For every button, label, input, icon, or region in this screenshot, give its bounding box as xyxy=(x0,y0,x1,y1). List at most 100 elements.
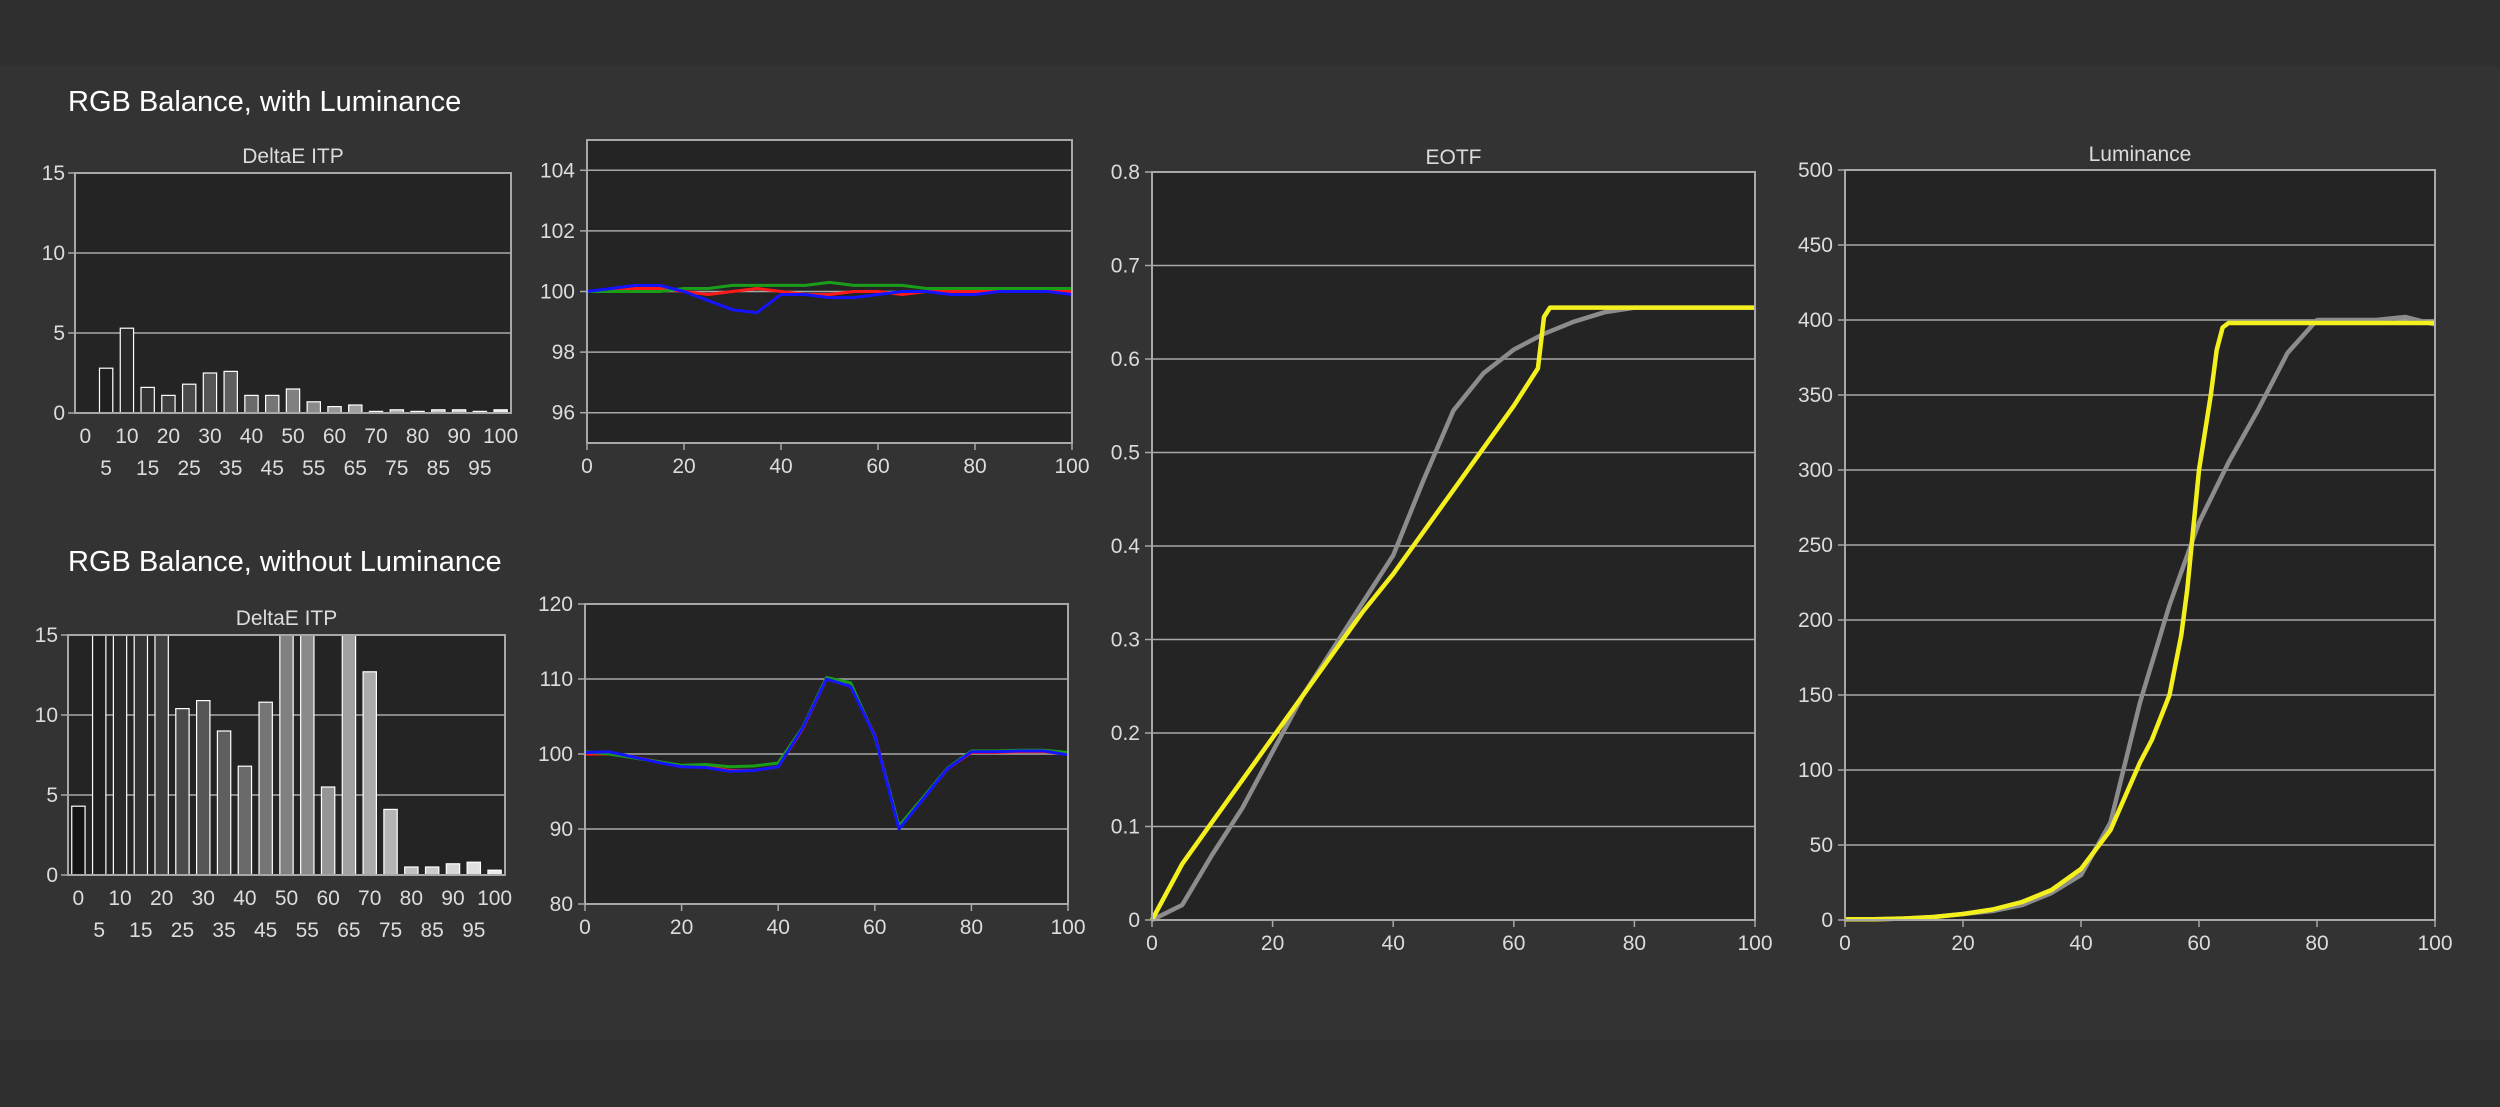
delta-bottom-xtick-label: 20 xyxy=(150,887,173,910)
luminance-ytick-label: 250 xyxy=(1798,534,1833,557)
luminance-ytick-label: 150 xyxy=(1798,684,1833,707)
delta-top-bar xyxy=(119,327,135,414)
luminance-ytick-label: 450 xyxy=(1798,234,1833,257)
delta-bottom-xtick-label: 70 xyxy=(358,887,381,910)
rgb-top-ytick-label: 102 xyxy=(540,220,575,243)
delta-bottom-ytick-label: 0 xyxy=(46,864,58,887)
rgb-top-xtick-label: 20 xyxy=(672,455,695,478)
delta-bottom-xtick-label: 30 xyxy=(192,887,215,910)
luminance-series-yellow xyxy=(1845,320,2435,922)
delta-bottom-bar xyxy=(112,634,128,876)
delta-top-ytick-label: 15 xyxy=(42,162,65,185)
eotf-xtick-label: 100 xyxy=(1737,932,1772,955)
delta-bottom-xtick-label: 95 xyxy=(462,919,485,942)
delta-top-xtick-label: 10 xyxy=(115,425,138,448)
luminance-xtick-label: 40 xyxy=(2069,932,2092,955)
delta-bottom-ytick-label: 15 xyxy=(35,624,58,647)
rgb-top-xtick-label: 100 xyxy=(1054,455,1089,478)
eotf-ytick-label: 0.1 xyxy=(1111,816,1140,839)
rgb-bottom-ytick-label: 120 xyxy=(538,593,573,616)
eotf-ytick-label: 0.8 xyxy=(1111,161,1140,184)
delta-bottom-xtick-label: 15 xyxy=(129,919,152,942)
delta-top-plot-border xyxy=(74,172,512,414)
delta-bottom-bar xyxy=(237,765,253,876)
eotf-xtick-label: 40 xyxy=(1382,932,1405,955)
delta-bottom-xtick-label: 85 xyxy=(420,919,443,942)
delta-bottom-bar xyxy=(424,866,440,876)
delta-top-bar xyxy=(348,404,363,414)
eotf-plot-border xyxy=(1151,171,1756,921)
delta-top-bar xyxy=(264,394,280,414)
delta-bottom-xtick-label: 75 xyxy=(379,919,402,942)
luminance-plot-border xyxy=(1844,169,2436,921)
rgb-top-xtick-label: 80 xyxy=(963,455,986,478)
rgb-top-ytick-label: 100 xyxy=(540,281,575,304)
eotf-xtick-label: 80 xyxy=(1623,932,1646,955)
rgb-bottom-plot-border xyxy=(584,603,1069,905)
delta-bottom-title: DeltaE ITP xyxy=(236,607,338,630)
heading-with-luminance: RGB Balance, with Luminance xyxy=(68,86,462,118)
eotf-series-yellow xyxy=(1150,305,1755,922)
rgb-top-xtick-label: 0 xyxy=(581,455,593,478)
delta-bottom-bar xyxy=(320,786,336,876)
eotf-ytick-label: 0.2 xyxy=(1111,722,1140,745)
delta-bottom-bar xyxy=(154,634,169,876)
rgb-top-ytick-label: 98 xyxy=(552,341,575,364)
luminance-ytick-label: 300 xyxy=(1798,459,1833,482)
delta-bottom-plot-border xyxy=(67,634,506,876)
delta-bottom-bar xyxy=(404,866,419,876)
delta-top-xtick-label: 95 xyxy=(468,457,491,480)
luminance-ytick-label: 400 xyxy=(1798,309,1833,332)
delta-top-ytick-label: 10 xyxy=(42,242,65,265)
rgb-top-ytick-label: 104 xyxy=(540,159,575,182)
eotf-xtick-label: 20 xyxy=(1261,932,1284,955)
heading-without-luminance: RGB Balance, without Luminance xyxy=(68,546,502,578)
luminance-xtick-label: 0 xyxy=(1839,932,1851,955)
delta-top-xtick-label: 45 xyxy=(261,457,284,480)
delta-top-bar xyxy=(306,401,322,414)
delta-top-xtick-label: 100 xyxy=(483,425,518,448)
rgb-bottom-xtick-label: 20 xyxy=(670,916,693,939)
delta-bottom-xtick-label: 80 xyxy=(400,887,423,910)
delta-bottom-ytick-label: 5 xyxy=(46,784,58,807)
delta-top-xtick-label: 0 xyxy=(80,425,92,448)
delta-top-bar xyxy=(98,367,114,414)
delta-bottom-xtick-label: 55 xyxy=(296,919,319,942)
delta-top-ytick-label: 0 xyxy=(53,402,65,425)
delta-top-xtick-label: 75 xyxy=(385,457,408,480)
delta-bottom-bar xyxy=(362,671,377,876)
luminance-xtick-label: 80 xyxy=(2305,932,2328,955)
luminance-title: Luminance xyxy=(2089,143,2192,166)
rgb-top-xtick-label: 60 xyxy=(866,455,889,478)
delta-top-xtick-label: 50 xyxy=(281,425,304,448)
delta-bottom-bar xyxy=(258,701,273,876)
luminance-xtick-label: 100 xyxy=(2417,932,2452,955)
luminance-ytick-label: 200 xyxy=(1798,609,1833,632)
delta-bottom-bar xyxy=(445,863,461,876)
rgb-bottom-xtick-label: 40 xyxy=(767,916,790,939)
delta-bottom-bar xyxy=(71,805,86,876)
rgb-top-plot-border xyxy=(586,139,1073,444)
luminance-ytick-label: 500 xyxy=(1798,159,1833,182)
luminance-xtick-label: 20 xyxy=(1951,932,1974,955)
delta-top-xtick-label: 5 xyxy=(100,457,112,480)
delta-top-bar xyxy=(140,386,155,414)
delta-bottom-bar xyxy=(133,634,149,876)
delta-top-ytick-label: 5 xyxy=(53,322,65,345)
delta-top-bar xyxy=(223,370,238,414)
eotf-title: EOTF xyxy=(1426,146,1482,169)
luminance-xtick-label: 60 xyxy=(2187,932,2210,955)
delta-bottom-xtick-label: 50 xyxy=(275,887,298,910)
delta-bottom-xtick-label: 100 xyxy=(477,887,512,910)
delta-bottom-bar xyxy=(91,634,107,876)
delta-top-title: DeltaE ITP xyxy=(242,145,344,168)
luminance-ytick-label: 0 xyxy=(1821,909,1833,932)
eotf-ytick-label: 0.3 xyxy=(1111,629,1140,652)
rgb-top-ytick-label: 96 xyxy=(552,402,575,425)
delta-bottom-xtick-label: 40 xyxy=(233,887,256,910)
delta-top-xtick-label: 30 xyxy=(198,425,221,448)
eotf-ytick-label: 0.6 xyxy=(1111,348,1140,371)
delta-bottom-xtick-label: 10 xyxy=(108,887,131,910)
rgb-bottom-xtick-label: 100 xyxy=(1050,916,1085,939)
